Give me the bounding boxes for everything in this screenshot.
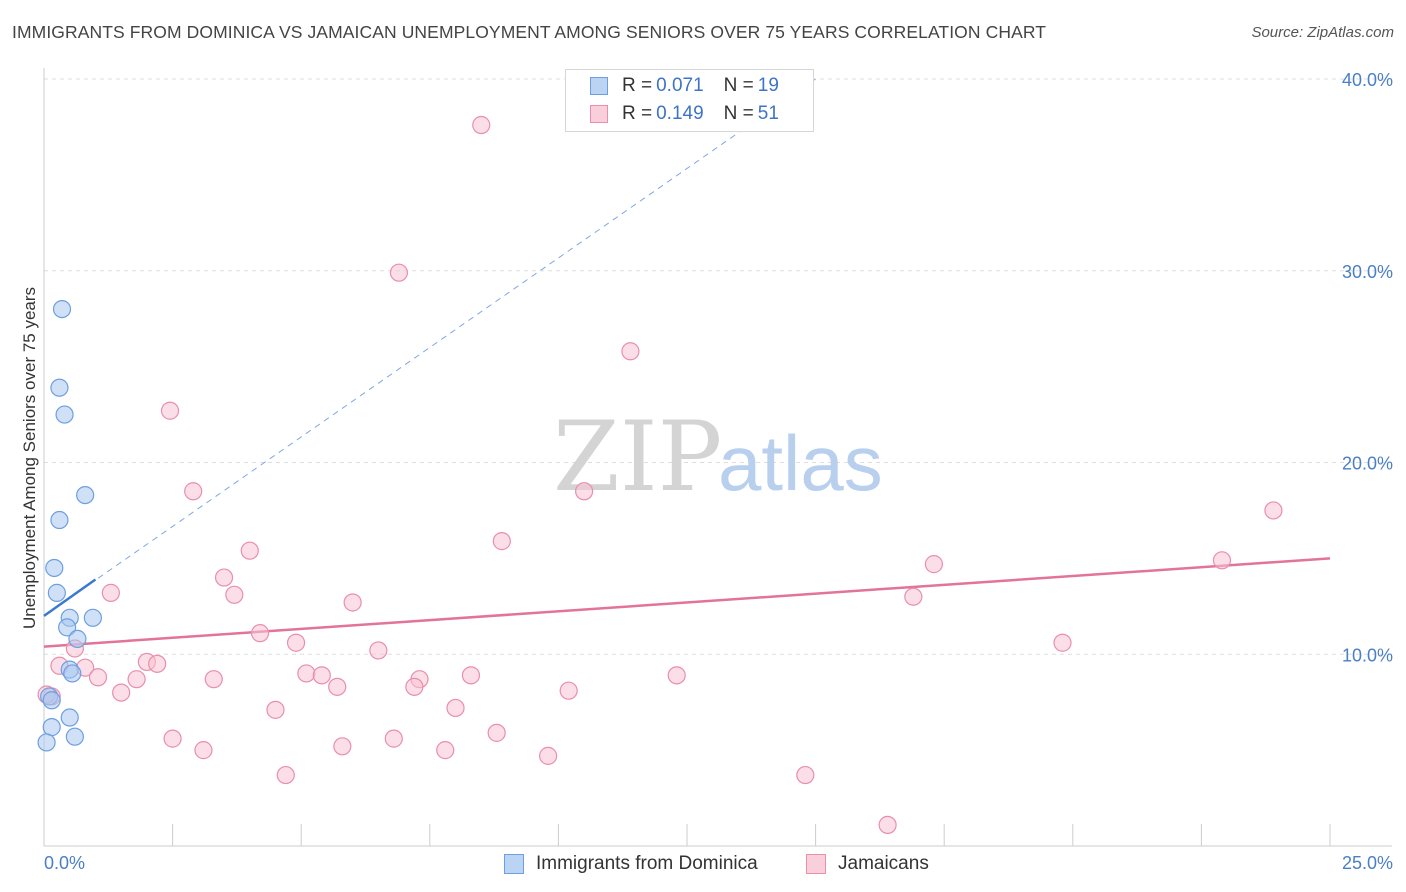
point-jamaicans [575, 482, 594, 501]
point-jamaicans [328, 677, 347, 696]
bottom-legend-jamaicans: Jamaicans [806, 852, 929, 876]
point-jamaicans [878, 815, 897, 835]
legend-r-label: R = [622, 103, 653, 124]
legend-n-label: N = [723, 103, 754, 124]
legend-swatch-dominica [590, 77, 608, 95]
x-tick-label: 0.0% [44, 853, 85, 873]
legend-n-label: N = [723, 75, 754, 96]
point-jamaicans [487, 723, 506, 742]
bottom-legend-swatch-jamaicans [806, 854, 826, 874]
point-jamaicans [472, 115, 491, 135]
legend-r-value: 0.071 [656, 75, 704, 96]
watermark: ZIP atlas [553, 401, 883, 513]
point-dominica [50, 378, 69, 397]
bottom-legend-label-jamaicans: Jamaicans [838, 853, 929, 874]
point-jamaicans [1053, 633, 1072, 652]
point-jamaicans [160, 401, 180, 420]
point-dominica [76, 485, 95, 505]
point-jamaicans [492, 532, 511, 551]
y-tick-label: 40.0% [1342, 70, 1393, 90]
point-jamaicans [559, 681, 578, 700]
data-points [37, 115, 1283, 835]
point-dominica [55, 405, 74, 424]
point-jamaicans [214, 568, 234, 587]
bottom-legend-swatch-dominica [504, 854, 524, 874]
point-jamaicans [369, 641, 388, 660]
legend-r-label: R = [622, 75, 653, 96]
point-dominica [45, 558, 64, 578]
point-dominica [50, 510, 69, 530]
legend-n-value: 19 [757, 75, 779, 96]
point-jamaicans [194, 741, 213, 760]
point-jamaicans [163, 729, 182, 748]
point-dominica [63, 664, 82, 683]
point-jamaicans [266, 700, 285, 719]
trend-lines [43, 78, 1331, 648]
legend-swatch-jamaicans [590, 105, 608, 123]
point-jamaicans [88, 668, 108, 687]
y-tick-label: 10.0% [1342, 645, 1393, 665]
point-jamaicans [539, 746, 558, 765]
point-dominica [47, 583, 66, 602]
point-jamaicans [389, 263, 409, 282]
point-jamaicans [405, 677, 424, 696]
legend-r-value: 0.149 [656, 103, 704, 124]
point-jamaicans [127, 670, 146, 689]
legend-n-value: 51 [757, 103, 779, 124]
point-dominica [37, 733, 56, 752]
axes [43, 68, 1392, 847]
point-jamaicans [343, 593, 362, 612]
point-jamaicans [924, 555, 944, 574]
point-jamaicans [276, 765, 295, 785]
point-jamaicans [384, 729, 403, 748]
point-jamaicans [250, 624, 270, 643]
point-jamaicans [461, 666, 481, 685]
point-jamaicans [225, 585, 244, 604]
tick-labels: 10.0% 20.0% 30.0% 40.0% 0.0% 25.0% [44, 70, 1393, 873]
point-jamaicans [297, 664, 316, 683]
legend: R = 0.071 N = 19 R = 0.149 N = 51 [565, 69, 814, 132]
point-jamaicans [312, 666, 331, 685]
legend-row-jamaicans: R = 0.149 N = 51 [590, 103, 779, 125]
point-dominica [65, 727, 84, 746]
point-jamaicans [621, 342, 640, 361]
point-dominica [68, 629, 87, 649]
watermark-atlas: atlas [718, 419, 883, 507]
point-dominica [52, 300, 72, 319]
point-jamaicans [333, 737, 352, 756]
point-dominica [60, 708, 79, 727]
x-tick-label: 25.0% [1342, 853, 1393, 873]
point-dominica [42, 718, 61, 737]
point-jamaicans [446, 698, 465, 718]
legend-row-dominica: R = 0.071 N = 19 [590, 75, 779, 97]
y-tick-label: 20.0% [1342, 454, 1393, 474]
point-dominica [83, 608, 102, 627]
point-jamaicans [436, 741, 455, 760]
point-dominica [58, 618, 77, 637]
point-jamaicans [796, 765, 815, 785]
bottom-legend-label-dominica: Immigrants from Dominica [536, 853, 758, 874]
point-jamaicans [1264, 501, 1283, 520]
trend-extension-dominica [43, 78, 816, 617]
point-jamaicans [148, 654, 167, 673]
point-jamaicans [286, 633, 306, 652]
y-tick-label: 30.0% [1342, 262, 1393, 282]
point-jamaicans [904, 587, 923, 606]
point-jamaicans [1212, 551, 1232, 570]
source-label: Source: ZipAtlas.com [1251, 24, 1394, 41]
point-jamaicans [204, 670, 223, 689]
point-jamaicans [112, 683, 131, 702]
point-dominica [42, 691, 61, 710]
chart-title: IMMIGRANTS FROM DOMINICA VS JAMAICAN UNE… [12, 22, 1047, 42]
bottom-legend-dominica: Immigrants from Dominica [504, 852, 758, 876]
trend-line-dominica [43, 578, 97, 617]
point-jamaicans [240, 541, 259, 560]
point-jamaicans [101, 583, 120, 602]
y-axis-label: Unemployment Among Seniors over 75 years [20, 287, 39, 629]
point-jamaicans [184, 482, 203, 501]
point-jamaicans [667, 666, 686, 685]
